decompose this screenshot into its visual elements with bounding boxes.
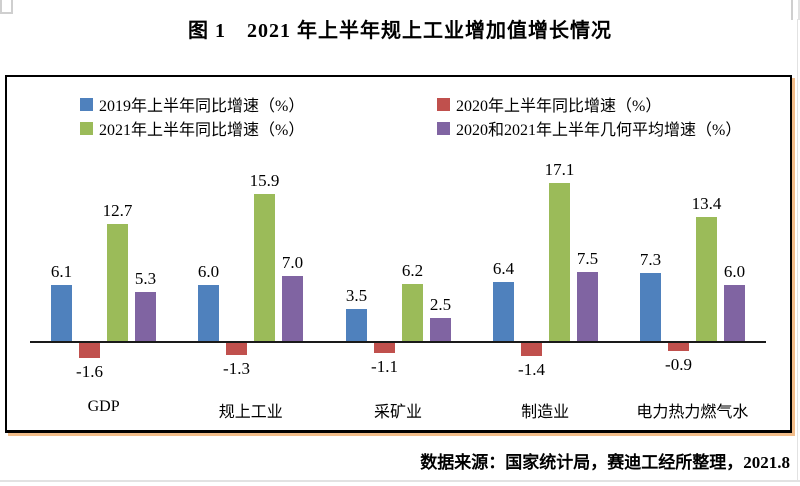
chart-bar <box>577 272 598 341</box>
legend-item: 2020和2021年上半年几何平均增速（%） <box>437 116 741 140</box>
chart-frame: 2019年上半年同比增速（%） 2020年上半年同比增速（%） 2021年上半年同比… <box>5 75 792 433</box>
legend-label: 2020和2021年上半年几何平均增速（%） <box>456 122 742 139</box>
page-edge-artifact <box>0 0 2 13</box>
bar-value-label: 7.0 <box>281 253 304 272</box>
x-axis-line <box>30 341 766 343</box>
chart-bar <box>640 273 661 341</box>
bar-value-label: 6.4 <box>492 259 515 278</box>
chart-bar <box>521 343 542 356</box>
bar-value-label: 5.3 <box>134 269 157 288</box>
page-edge-artifact <box>797 19 798 480</box>
bar-value-label: -1.4 <box>518 360 545 379</box>
chart-bar <box>493 282 514 341</box>
category-label: 制造业 <box>521 404 570 421</box>
chart-bar <box>374 343 395 353</box>
bar-value-label: 7.3 <box>639 250 662 269</box>
chart-bar <box>430 318 451 341</box>
legend-swatch-icon <box>80 121 93 135</box>
data-source-note: 数据来源：国家统计局，赛迪工经所整理，2021.8 <box>420 453 790 472</box>
category-label: 规上工业 <box>218 404 283 421</box>
chart-bar <box>549 183 570 341</box>
legend-swatch-icon <box>80 97 93 111</box>
legend-swatch-icon <box>437 121 450 135</box>
category-label: 采矿业 <box>373 404 422 421</box>
legend-item: 2019年上半年同比增速（%） <box>80 92 304 116</box>
category-label: GDP <box>87 398 120 415</box>
chart-bar <box>135 292 156 341</box>
chart-bar <box>226 343 247 355</box>
bar-value-label: 3.5 <box>345 286 368 305</box>
bar-value-label: -1.3 <box>223 359 250 378</box>
bar-value-label: -1.1 <box>371 357 398 376</box>
chart-bar <box>668 343 689 351</box>
page-edge-artifact <box>11 0 13 13</box>
bar-value-label: -1.6 <box>76 362 103 381</box>
legend-label: 2021年上半年同比增速（%） <box>99 122 305 139</box>
page-edge-artifact <box>0 12 13 14</box>
bar-value-label: 12.7 <box>102 201 133 220</box>
chart-bar <box>724 285 745 341</box>
chart-bar <box>254 194 275 341</box>
bar-value-label: 6.2 <box>401 261 424 280</box>
bar-value-label: 15.9 <box>249 171 280 190</box>
chart-bar <box>282 276 303 341</box>
chart-bar <box>79 343 100 358</box>
bar-value-label: 6.1 <box>50 262 73 281</box>
chart-bar <box>346 309 367 341</box>
bar-value-label: 13.4 <box>691 194 722 213</box>
chart-bar <box>198 285 219 341</box>
bar-value-label: 6.0 <box>197 262 220 281</box>
figure-title: 图 1 2021 年上半年规上工业增加值增长情况 <box>188 20 612 42</box>
legend-item: 2021年上半年同比增速（%） <box>80 116 304 140</box>
bar-value-label: 6.0 <box>723 262 746 281</box>
bar-value-label: 2.5 <box>429 295 452 314</box>
page-edge-artifact <box>0 480 800 482</box>
legend-item: 2020年上半年同比增速（%） <box>437 92 661 116</box>
chart-bar <box>696 217 717 341</box>
category-label: 电力热力燃气水 <box>636 404 749 421</box>
legend-label: 2020年上半年同比增速（%） <box>456 98 662 115</box>
page-edge-artifact <box>791 0 793 20</box>
bar-value-label: -0.9 <box>665 355 692 374</box>
legend-label: 2019年上半年同比增速（%） <box>99 98 305 115</box>
chart-bar <box>402 284 423 341</box>
legend-swatch-icon <box>437 97 450 111</box>
chart-bar <box>107 224 128 341</box>
chart-bar <box>51 285 72 341</box>
page-edge-artifact <box>798 0 800 20</box>
bar-value-label: 7.5 <box>576 249 599 268</box>
bar-value-label: 17.1 <box>544 160 575 179</box>
